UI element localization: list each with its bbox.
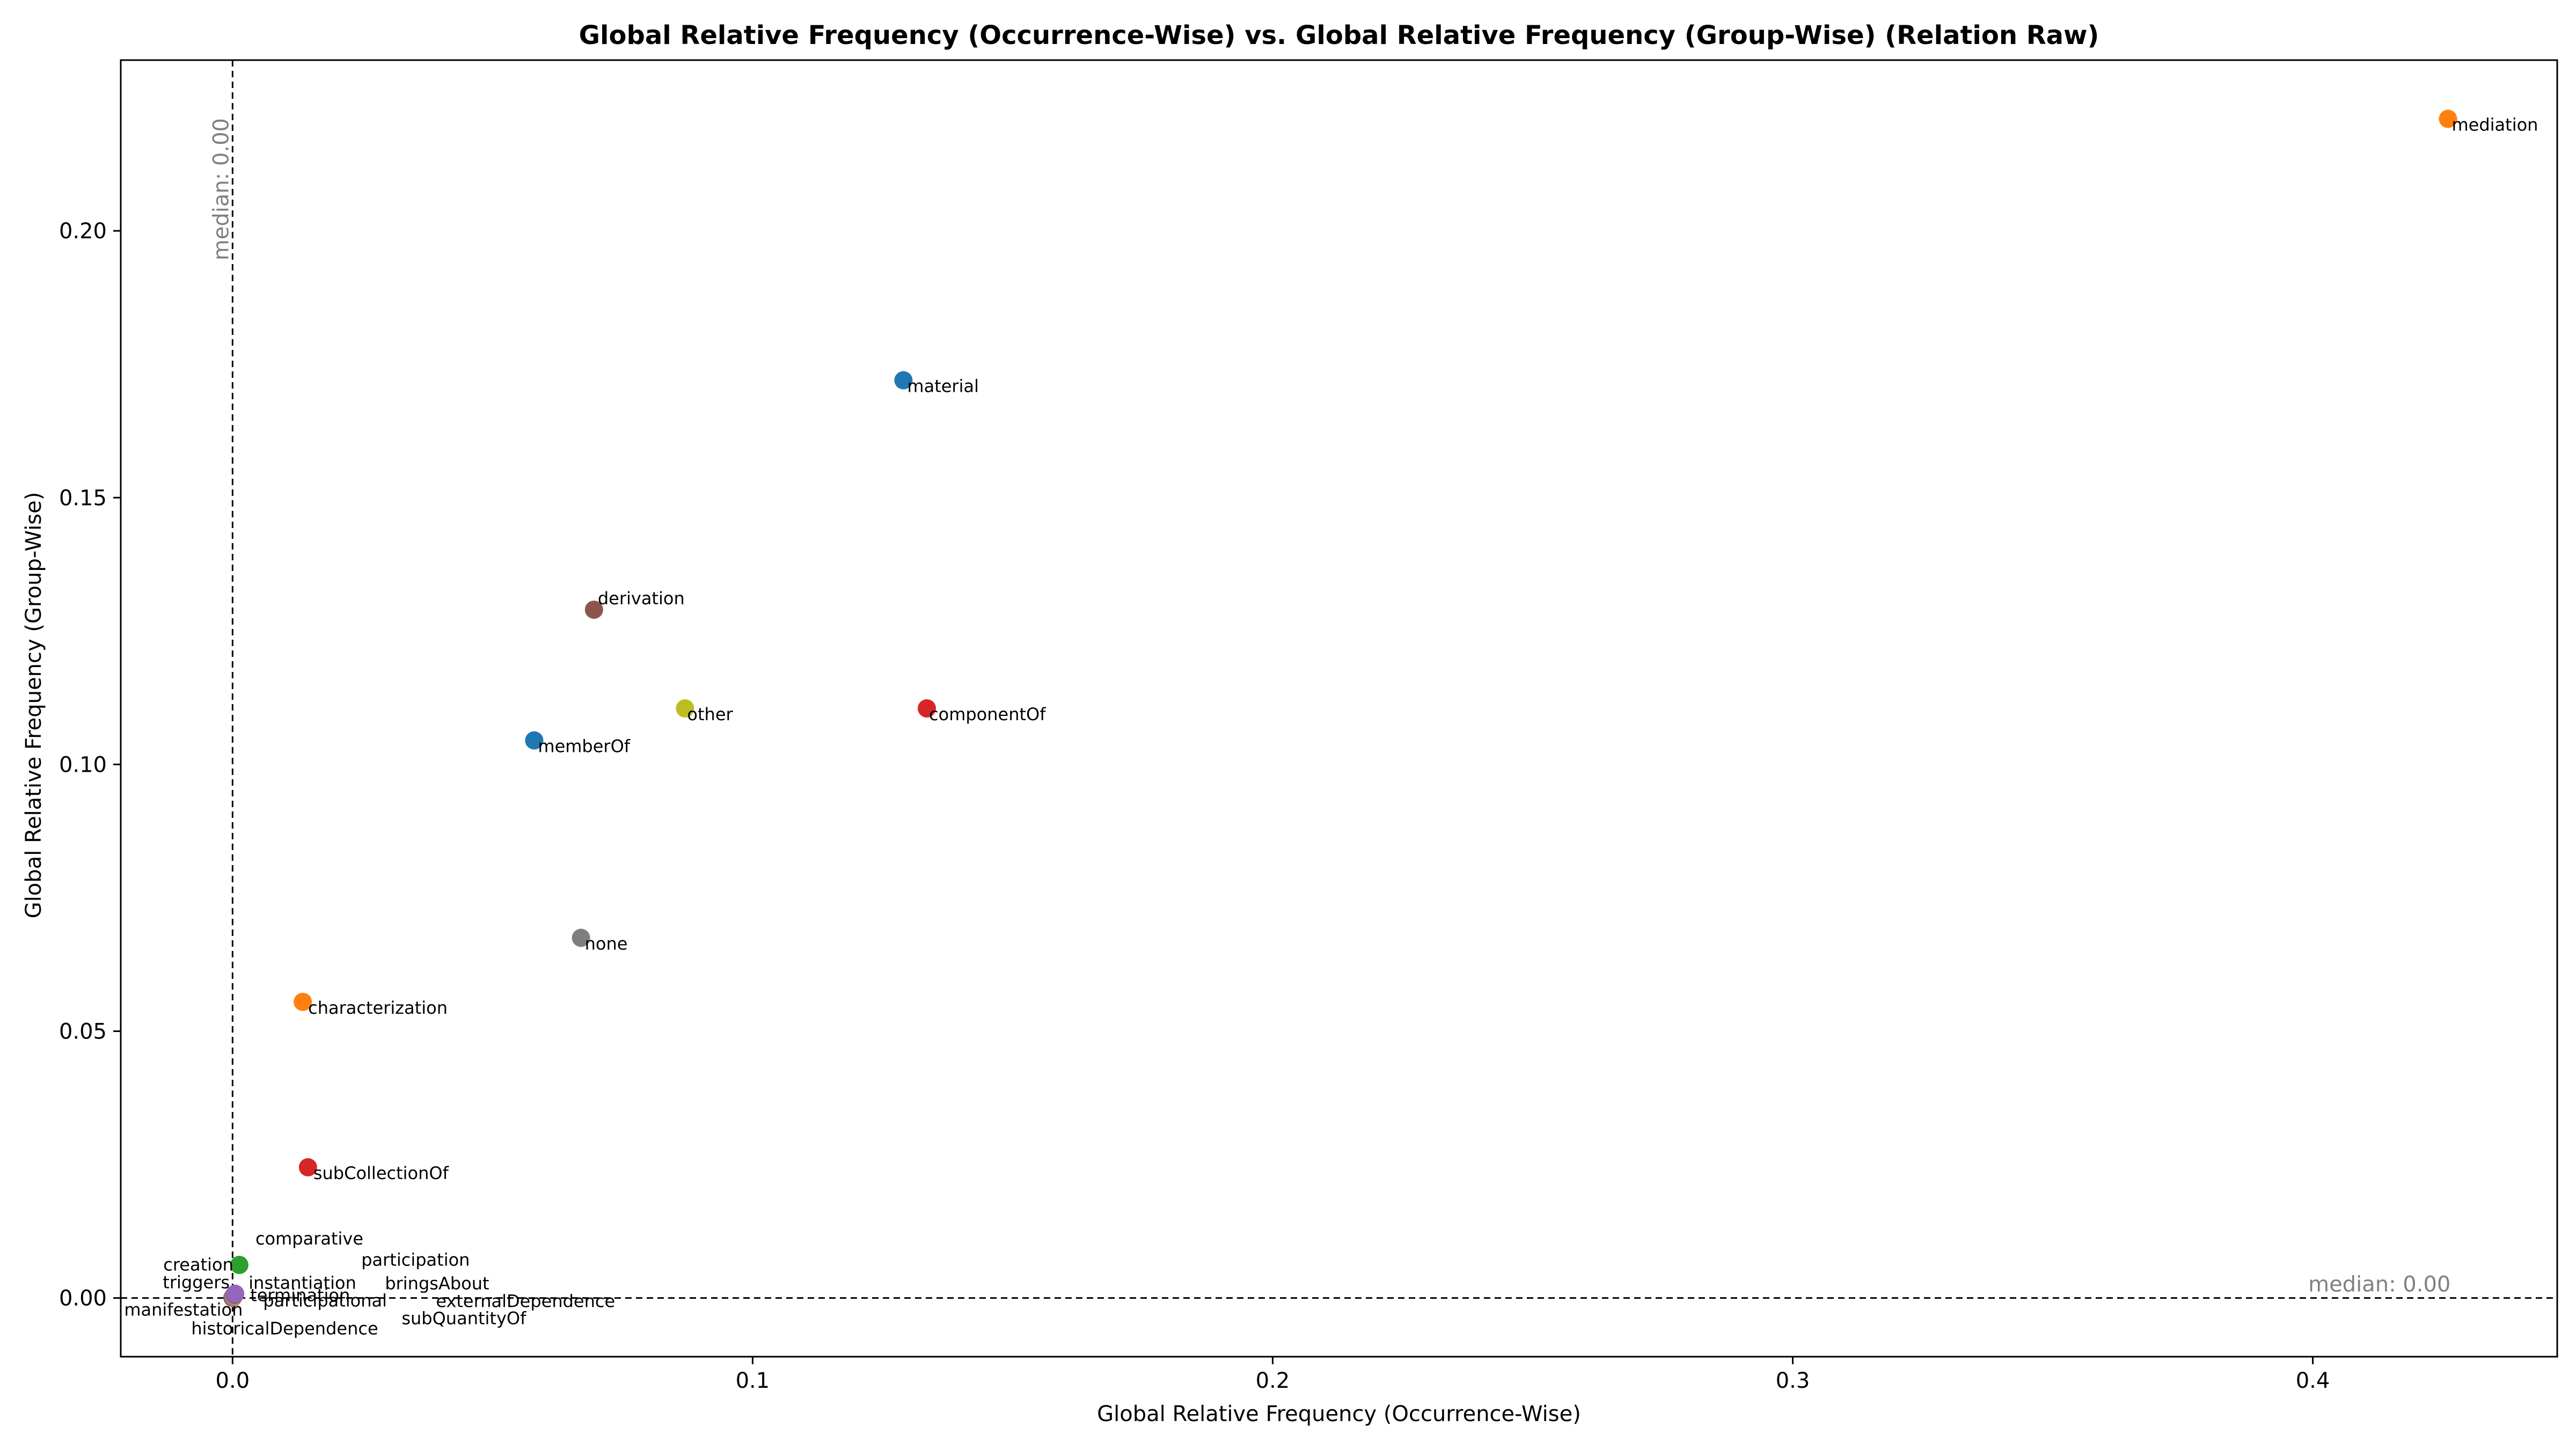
data-point — [572, 928, 590, 947]
point-label: bringsAbout — [385, 1274, 489, 1294]
point-label: termination — [250, 1285, 350, 1306]
point-label: none — [585, 934, 628, 954]
median-x-label: median: 0.00 — [209, 118, 233, 260]
data-point — [525, 731, 544, 750]
x-tick-label: 0.2 — [1256, 1368, 1290, 1393]
point-label: comparative — [255, 1228, 363, 1249]
y-tick-label: 0.10 — [59, 752, 107, 777]
point-label: manifestation — [124, 1300, 243, 1320]
data-point — [584, 601, 603, 619]
point-label: subCollectionOf — [313, 1163, 449, 1183]
point-label: subQuantityOf — [401, 1308, 526, 1329]
point-label: externalDependence — [436, 1291, 615, 1312]
point-label: memberOf — [538, 736, 630, 757]
median-y-label: median: 0.00 — [2308, 1272, 2450, 1297]
data-point — [676, 699, 694, 718]
y-tick-label: 0.00 — [59, 1286, 107, 1311]
data-point — [298, 1158, 317, 1177]
point-label: material — [907, 376, 979, 397]
point-label: componentOf — [929, 704, 1046, 724]
x-tick-label: 0.3 — [1776, 1368, 1810, 1393]
y-tick-label: 0.15 — [59, 486, 107, 510]
point-label: mediation — [2451, 114, 2538, 135]
x-tick-label: 0.4 — [2296, 1368, 2330, 1393]
point-label: other — [687, 704, 733, 724]
plot-area: 0.0 0.1 0.2 0.3 0.4 0.00 0.05 0.10 0.15 0.20 media… — [59, 59, 2558, 1393]
point-label: instantiation — [248, 1273, 356, 1293]
data-point — [294, 992, 312, 1011]
y-tick-label: 0.20 — [59, 219, 107, 244]
x-tick-label: 0.0 — [216, 1368, 250, 1393]
point-label: participation — [361, 1250, 470, 1270]
plot-frame — [120, 59, 2558, 1358]
x-tick-label: 0.1 — [736, 1368, 770, 1393]
point-label: historicalDependence — [191, 1319, 378, 1339]
data-point — [2439, 109, 2457, 128]
point-label: derivation — [598, 588, 685, 609]
y-axis-label: Global Relative Frequency (Group-Wise) — [21, 492, 46, 919]
y-tick-label: 0.05 — [59, 1020, 107, 1044]
point-label: creation — [163, 1255, 233, 1275]
data-point — [894, 371, 913, 390]
point-label: triggers — [163, 1272, 230, 1293]
x-axis-label: Global Relative Frequency (Occurrence-Wi… — [1097, 1402, 1581, 1426]
data-point — [230, 1255, 248, 1274]
point-label: participational — [263, 1291, 387, 1311]
data-point — [226, 1284, 245, 1303]
point-label: characterization — [308, 998, 448, 1018]
data-point — [918, 699, 936, 718]
chart-title: Global Relative Frequency (Occurrence-Wi… — [579, 20, 2099, 50]
